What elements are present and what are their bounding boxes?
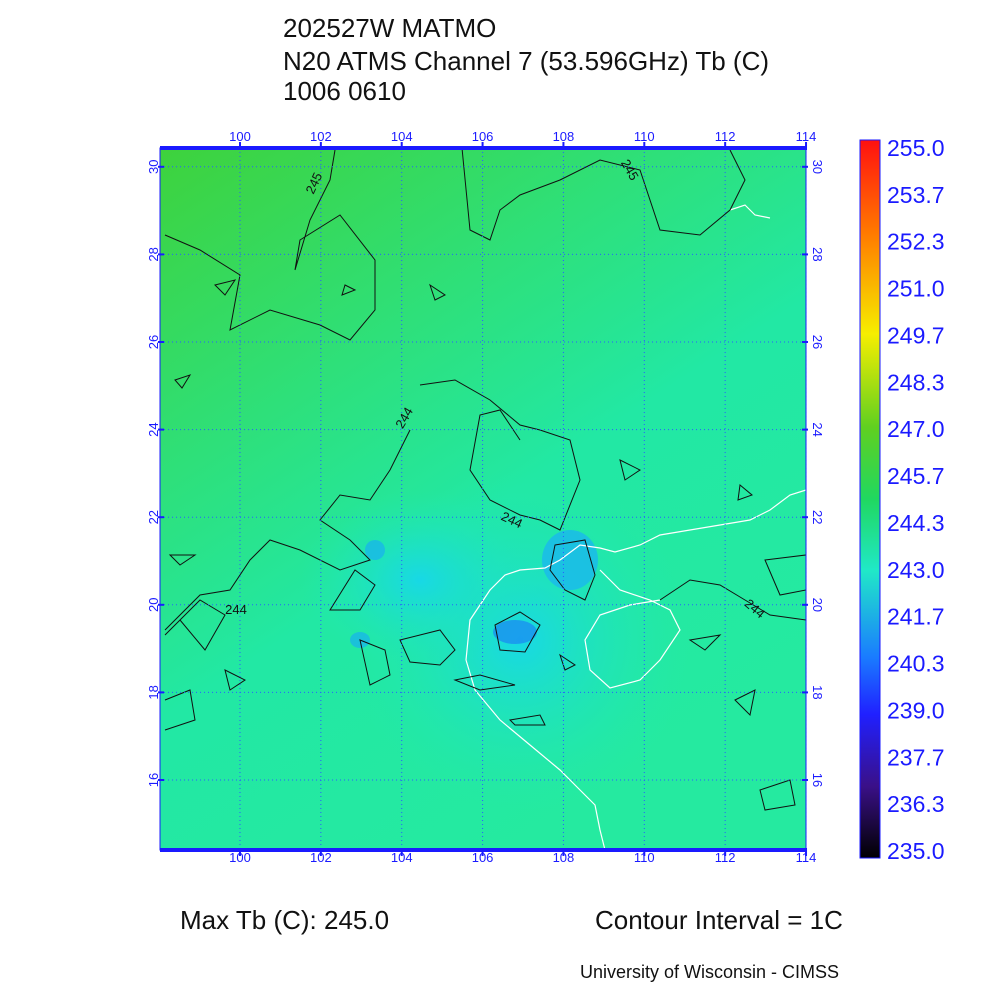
colorbar-labels: 255.0 253.7 252.3 251.0 249.7 248.3 247.0 245.7…: [887, 135, 945, 864]
colorbar-label: 255.0: [887, 135, 945, 161]
lat-tick-label: 24: [146, 422, 161, 436]
lon-tick-label: 100: [229, 850, 251, 865]
colorbar-label: 251.0: [887, 276, 945, 302]
lat-tick-label: 20: [810, 598, 825, 612]
lat-tick-label: 30: [146, 160, 161, 174]
colorbar-label: 248.3: [887, 369, 945, 395]
title-line: N20 ATMS Channel 7 (53.596GHz) Tb (C): [283, 46, 769, 76]
colorbar-label: 241.7: [887, 604, 945, 630]
lon-tick-label: 110: [634, 129, 655, 144]
colorbar-label: 240.3: [887, 651, 945, 677]
lon-tick-label: 102: [310, 129, 332, 144]
lon-tick-label: 114: [796, 850, 817, 865]
lon-tick-label: 102: [310, 850, 332, 865]
lon-tick-label: 108: [553, 850, 575, 865]
lat-tick-label: 30: [810, 160, 825, 174]
colorbar-label: 236.3: [887, 791, 945, 817]
lat-tick-label: 16: [146, 773, 161, 787]
lat-tick-label: 16: [810, 773, 825, 787]
lat-tick-label: 26: [146, 335, 161, 349]
lat-tick-label: 28: [146, 247, 161, 261]
colorbar-label: 243.0: [887, 557, 945, 583]
colorbar-label: 252.3: [887, 229, 945, 255]
lat-tick-label: 22: [810, 510, 825, 524]
lon-tick-label: 104: [391, 850, 413, 865]
contour-interval: Contour Interval = 1C: [595, 905, 843, 935]
lat-tick-label: 28: [810, 247, 825, 261]
title-line: 202527W MATMO: [283, 13, 496, 43]
lat-tick-label: 18: [146, 685, 161, 699]
lon-tick-label: 110: [634, 850, 655, 865]
lon-tick-label: 112: [715, 850, 736, 865]
contour-label: 244: [225, 602, 247, 617]
lon-tick-label: 106: [472, 129, 494, 144]
ticks: 100 100 102 102 104 104 106 106 108 108 110 110 112 1…: [146, 129, 825, 865]
lat-tick-label: 24: [810, 422, 825, 436]
colorbar-label: 249.7: [887, 322, 945, 348]
contours: [164, 147, 807, 811]
colorbar-label: 244.3: [887, 510, 945, 536]
max-tb: Max Tb (C): 245.0: [180, 905, 389, 935]
lat-tick-label: 26: [810, 335, 825, 349]
title-line: 1006 0610: [283, 76, 406, 106]
lat-tick-label: 20: [146, 598, 161, 612]
lon-tick-label: 106: [472, 850, 494, 865]
lon-tick-label: 112: [715, 129, 736, 144]
colorbar-label: 245.7: [887, 463, 945, 489]
colorbar-label: 239.0: [887, 697, 945, 723]
colorbar-label: 247.0: [887, 416, 945, 442]
credit: University of Wisconsin - CIMSS: [580, 962, 839, 982]
colorbar: [859, 139, 881, 859]
colorbar-label: 235.0: [887, 838, 945, 864]
lon-tick-label: 114: [796, 129, 817, 144]
lon-tick-label: 100: [229, 129, 251, 144]
colorbar-label: 237.7: [887, 744, 945, 770]
lon-tick-label: 104: [391, 129, 413, 144]
colorbar-label: 253.7: [887, 182, 945, 208]
coastline: [465, 204, 807, 851]
lon-tick-label: 108: [553, 129, 575, 144]
lat-tick-label: 22: [146, 510, 161, 524]
lat-tick-label: 18: [810, 685, 825, 699]
